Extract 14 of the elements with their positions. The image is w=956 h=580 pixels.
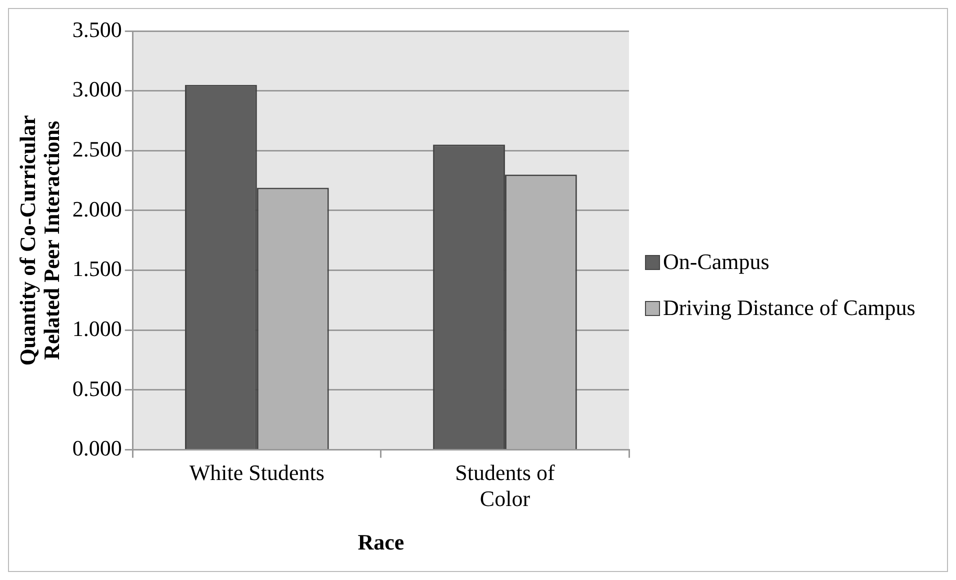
legend-label: On-Campus [663,249,770,275]
y-tick-label: 1.500 [72,256,122,282]
x-tick-label: Students of Color [455,460,556,512]
y-tick-label: 2.000 [72,196,122,222]
x-tick-label: White Students [189,460,324,485]
y-tick-label: 0.500 [72,376,122,401]
y-tick-label: 1.000 [72,316,122,341]
y-tick-label: 3.000 [72,76,122,102]
y-tick-label: 2.500 [72,136,122,162]
y-tick-label: 0.000 [72,436,122,461]
y-axis-title: Quantity of Co-Curricular Related Peer Interactions [14,114,64,366]
y-tick-label: 3.500 [72,16,122,42]
x-axis-title: Race [358,529,404,554]
legend-label: Driving Distance of Campus [663,295,916,321]
